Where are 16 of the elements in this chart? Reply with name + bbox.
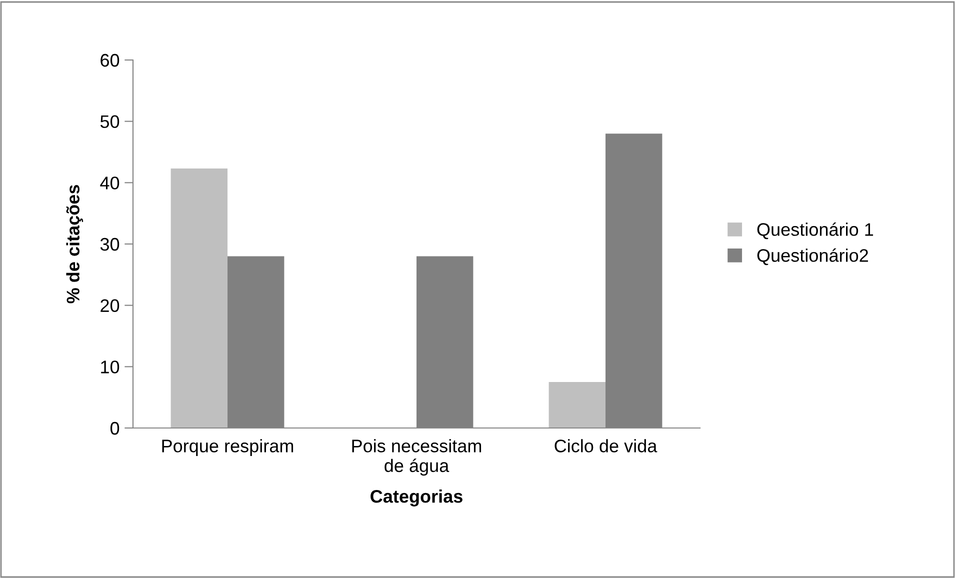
y-tick-label: 10 xyxy=(101,360,120,374)
legend-label: Questionário2 xyxy=(757,248,868,266)
bar xyxy=(548,382,606,428)
x-tick-label: Pois necessitam de água xyxy=(352,439,482,476)
y-axis-title: % de citações xyxy=(66,185,84,304)
x-tick-label: Porque respiram xyxy=(162,439,294,456)
y-tick-label: 30 xyxy=(100,238,120,251)
y-tick-label: 60 xyxy=(100,54,120,67)
legend-label: Questionário 1 xyxy=(757,222,874,240)
x-axis-title: Categorias xyxy=(370,490,462,506)
y-tick-label: 0 xyxy=(110,422,120,435)
y-tick-label: 40 xyxy=(100,176,120,190)
x-tick-label: Ciclo de vida xyxy=(554,439,658,452)
bar xyxy=(170,168,228,428)
y-tick-label: 50 xyxy=(100,115,120,128)
y-tick-label: 20 xyxy=(100,299,120,312)
